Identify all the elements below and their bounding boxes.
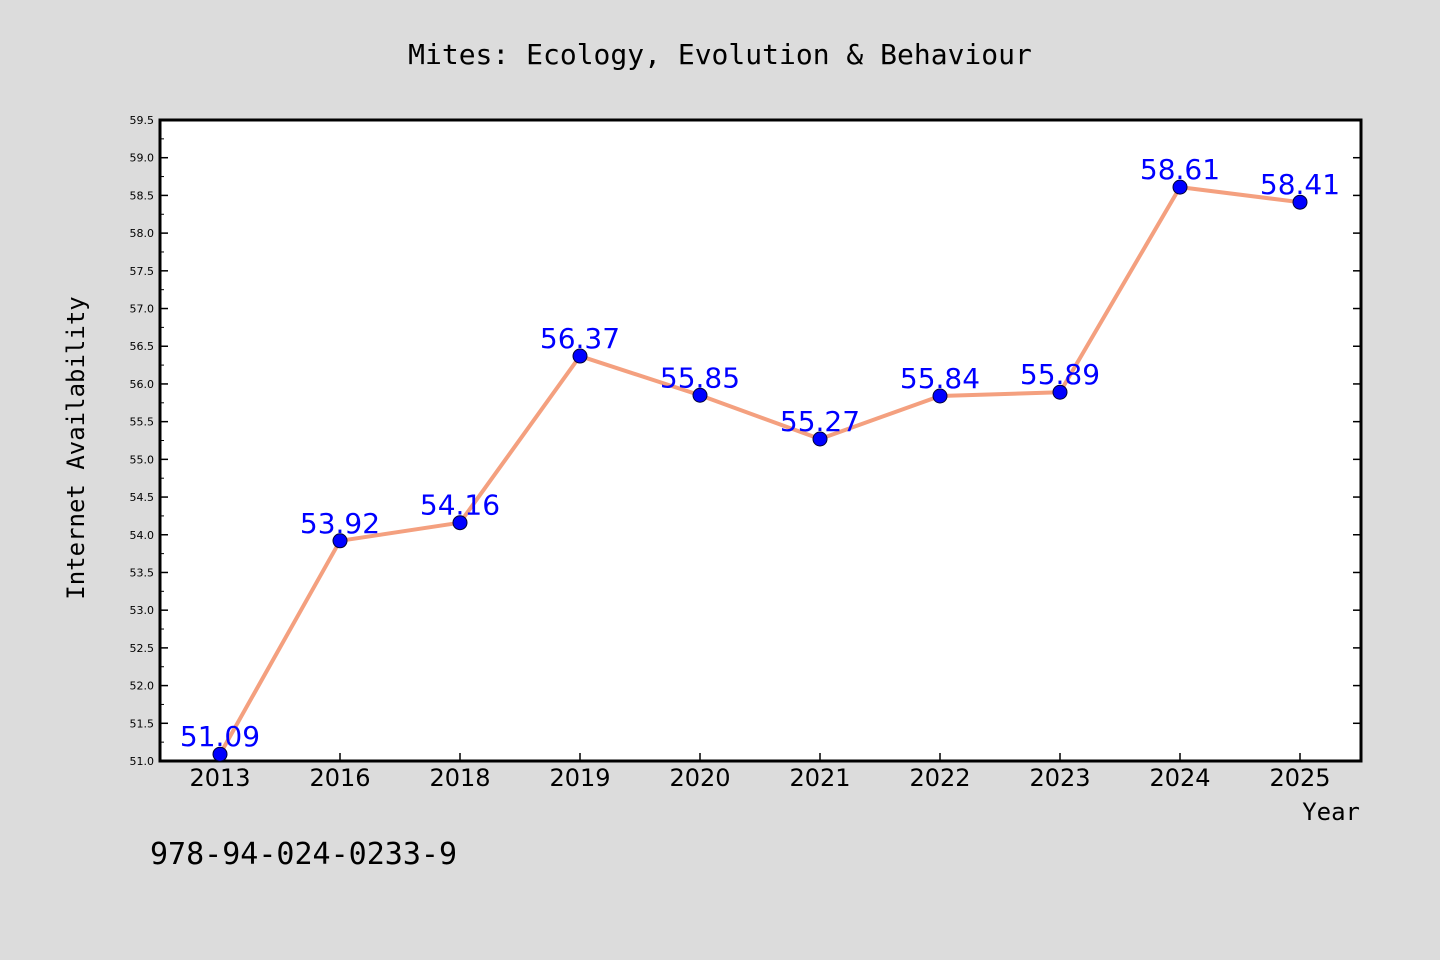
y-tick-label: 56.5 [130,340,155,353]
y-tick-label: 56.0 [130,378,155,391]
x-tick-label: 2020 [669,764,730,792]
data-label: 58.61 [1140,153,1220,186]
data-label: 56.37 [540,322,620,355]
y-tick-label: 58.0 [130,227,155,240]
data-point [332,533,348,549]
x-tick-label: 2022 [909,764,970,792]
x-tick-label: 2018 [429,764,490,792]
isbn-text: 978-94-024-0233-9 [150,837,457,872]
y-tick-label: 55.5 [130,416,155,429]
x-tick-label: 2013 [189,764,250,792]
data-point [1292,194,1308,210]
y-tick-label: 59.5 [130,114,155,127]
data-point [932,388,948,404]
data-label: 55.89 [1020,358,1100,391]
y-tick-label: 51.5 [130,717,155,730]
data-point [692,387,708,403]
y-tick-label: 51.0 [130,755,155,768]
data-label: 54.16 [420,489,500,522]
y-tick-label: 58.5 [130,189,155,202]
x-tick-label: 2016 [309,764,370,792]
y-tick-label: 53.0 [130,604,155,617]
x-tick-label: 2019 [549,764,610,792]
y-tick-label: 53.5 [130,566,155,579]
y-tick-label: 59.0 [130,152,155,165]
y-tick-label: 54.5 [130,491,155,504]
data-label: 53.92 [300,507,380,540]
data-label: 55.85 [660,361,740,394]
y-tick-label: 52.5 [130,642,155,655]
y-axis-label: Internet Availability [62,296,90,599]
data-point [212,746,228,762]
x-tick-label: 2024 [1149,764,1210,792]
data-point [452,515,468,531]
data-point [812,431,828,447]
y-tick-label: 54.0 [130,529,155,542]
y-tick-label: 52.0 [130,680,155,693]
data-point [1172,179,1188,195]
x-axis-label: Year [1302,798,1360,826]
x-tick-label: 2025 [1269,764,1330,792]
series-group: 51.09 53.92 54.16 56.37 55.85 55.27 55.84 55.89… [180,153,1340,762]
y-tick-label: 57.5 [130,265,155,278]
x-tick-label: 2021 [789,764,850,792]
y-tick-label: 55.0 [130,453,155,466]
data-label: 55.27 [780,405,860,438]
data-label: 51.09 [180,720,260,753]
y-axis-ticks: 51.0 51.5 52.0 52.5 53.0 53.5 54.0 54.5 55.0 55.5… [130,114,1361,768]
data-label: 55.84 [900,362,980,395]
series-line [218,185,1301,756]
x-axis-ticks: 2013 2016 2018 2019 2020 2021 2022 2023 2024 2025 [189,753,1331,792]
data-point [1052,384,1068,400]
x-tick-label: 2023 [1029,764,1090,792]
plot-area [158,118,1363,763]
chart-title: Mites: Ecology, Evolution & Behaviour [408,38,1032,71]
y-tick-label: 57.0 [130,303,155,316]
data-point [572,348,588,364]
data-label: 58.41 [1260,168,1340,201]
